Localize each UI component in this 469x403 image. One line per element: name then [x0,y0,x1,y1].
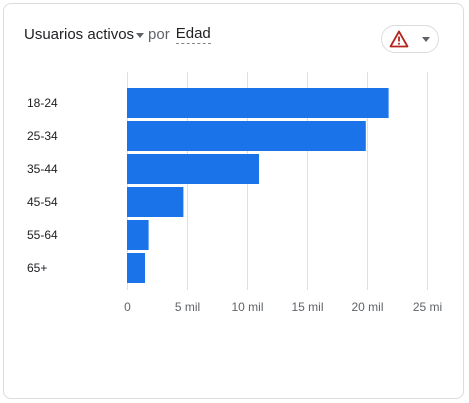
x-tick-label: 10 mil [231,300,263,314]
warning-icon [389,30,409,48]
x-tick-label: 20 mil [351,300,383,314]
x-tick-label: 15 mil [291,300,323,314]
category-label: 25-34 [27,129,58,143]
card-header: Usuarios activos por Edad [24,25,211,44]
metric-selector[interactable]: Usuarios activos [24,26,135,43]
category-label: 18-24 [27,96,58,110]
category-label: 45-54 [27,195,58,209]
bar [127,154,259,184]
insights-button[interactable] [381,25,439,53]
bar [127,121,366,151]
por-label: por [148,26,170,43]
category-label: 35-44 [27,162,58,176]
category-label: 65+ [27,261,47,275]
x-tick-label: 25 mi [413,300,442,314]
bar [127,88,389,118]
category-label: 55-64 [27,228,58,242]
bar [127,253,145,283]
bar [127,220,149,250]
dimension-selector[interactable]: Edad [175,25,211,44]
x-tick-label: 0 [124,300,131,314]
metric-dropdown-icon[interactable] [136,33,145,38]
chevron-down-icon [422,37,430,42]
bar [127,187,184,217]
chart-card [3,3,464,399]
x-tick-label: 5 mil [175,300,200,314]
